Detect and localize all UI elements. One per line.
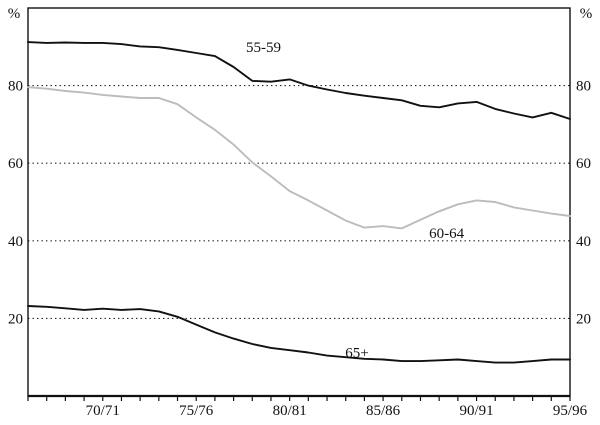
x-tick-label-80-81: 80/81 xyxy=(273,403,307,419)
annotation-60-64: 60-64 xyxy=(429,226,464,242)
x-tick-label-95-96: 95/96 xyxy=(553,403,588,419)
series-line-55-59 xyxy=(27,41,571,120)
y-tick-label-right-40: 40 xyxy=(576,234,591,250)
x-tick-label-75-76: 75/76 xyxy=(179,403,214,419)
y-tick-label-left-20: 20 xyxy=(8,311,23,327)
y-tick-label-left-40: 40 xyxy=(8,234,23,250)
y-tick-label-left-80: 80 xyxy=(8,79,23,95)
y-tick-label-right-80: 80 xyxy=(576,79,591,95)
x-tick-label-90-91: 90/91 xyxy=(459,403,493,419)
series-line-60-64 xyxy=(27,86,571,230)
annotation-65: 65+ xyxy=(345,346,368,362)
series-line-65 xyxy=(27,305,571,364)
x-tick-label-85-86: 85/86 xyxy=(366,403,401,419)
y-axis-unit-left: % xyxy=(8,6,21,22)
y-tick-label-left-60: 60 xyxy=(8,156,23,172)
y-tick-label-right-20: 20 xyxy=(576,311,591,327)
y-axis-unit-right: % xyxy=(580,6,593,22)
x-tick-label-70-71: 70/71 xyxy=(86,403,120,419)
annotation-55-59: 55-59 xyxy=(246,40,281,56)
y-tick-label-right-60: 60 xyxy=(576,156,591,172)
